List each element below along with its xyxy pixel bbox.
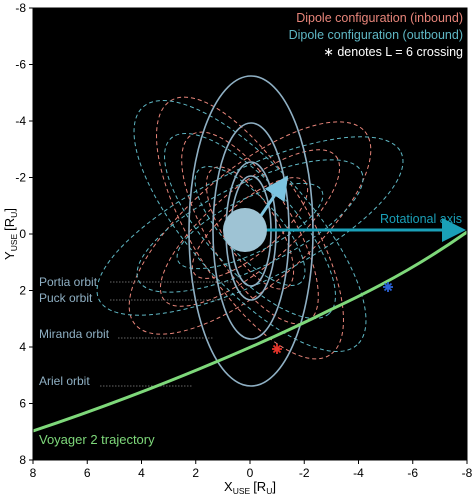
inbound-crossing-marker <box>272 344 282 354</box>
x-tick-label: -4 <box>353 466 364 480</box>
outbound-crossing-marker <box>383 282 393 292</box>
miranda-orbit-label: Miranda orbit <box>39 327 110 341</box>
x-tick-label: 2 <box>192 466 199 480</box>
y-tick-label: 4 <box>19 340 26 354</box>
y-tick-label: 6 <box>19 397 26 411</box>
y-tick-label: 8 <box>19 453 26 467</box>
x-tick-label: 8 <box>30 466 37 480</box>
uranus-planet <box>223 208 267 252</box>
y-axis-title: YUSE[RU] <box>2 208 19 260</box>
voyager-trajectory-line <box>33 230 467 433</box>
y-tick-label: -2 <box>15 171 26 185</box>
y-tick-label: 0 <box>19 227 26 241</box>
voyager-trajectory-label: Voyager 2 trajectory <box>39 432 155 447</box>
x-tick-label: -6 <box>407 466 418 480</box>
legend-inbound: Dipole configuration (inbound) <box>296 11 463 25</box>
x-tick-label: -2 <box>299 466 310 480</box>
x-tick-label: 0 <box>247 466 254 480</box>
y-tick-label: -6 <box>15 58 26 72</box>
rotational-axis-label: Rotational axis <box>380 212 462 226</box>
x-tick-label: -8 <box>462 466 473 480</box>
y-tick-label: -8 <box>15 1 26 15</box>
magnetic-axis-arrow <box>258 175 289 218</box>
portia-orbit-label: Portia orbit <box>39 275 98 289</box>
x-tick-label: 4 <box>138 466 145 480</box>
x-axis-title: XUSE [RU] <box>224 479 276 496</box>
y-axis-ticks: -8 -6 -4 -2 0 2 4 6 8 <box>15 1 33 467</box>
legend-crossing: ∗ denotes L = 6 crossing <box>323 45 463 59</box>
x-axis-ticks: 8 6 4 2 0 -2 -4 -6 -8 <box>30 460 473 480</box>
legend-outbound: Dipole configuration (outbound) <box>289 28 463 42</box>
x-tick-label: 6 <box>84 466 91 480</box>
ariel-orbit-label: Ariel orbit <box>39 374 90 388</box>
puck-orbit-label: Puck orbit <box>39 291 93 305</box>
y-tick-label: 2 <box>19 284 26 298</box>
y-tick-label: -4 <box>15 114 26 128</box>
